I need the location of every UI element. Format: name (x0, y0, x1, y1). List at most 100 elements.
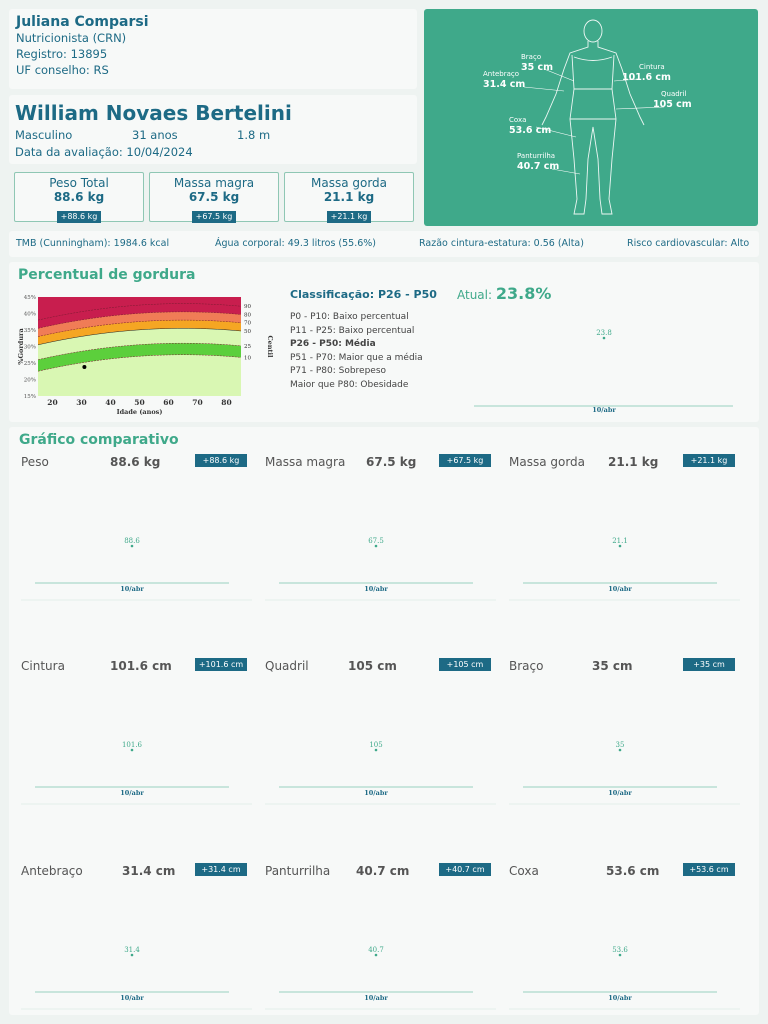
comparative-label: Cintura (21, 659, 65, 673)
comparative-chart: 105 10/abr (265, 741, 496, 805)
comparative-value: 67.5 kg (366, 455, 417, 469)
comparative-delta-badge: +101.6 cm (195, 658, 247, 671)
stat-fat-mass: Massa gorda 21.1 kg +21.1 kg (284, 172, 414, 223)
measure-thigh: Coxa 53.6 cm (509, 116, 551, 136)
comparative-point-label: 105 (369, 741, 382, 749)
comparative-date-label: 10/abr (608, 789, 632, 797)
comparative-card: Massa gorda 21.1 kg +21.1 kg 21.1 10/abr (506, 427, 743, 617)
fat-trend-chart: 23.8 10/abr (474, 329, 733, 414)
nutritionist-name: Juliana Comparsi (16, 14, 149, 30)
stat-weight: Peso Total 88.6 kg +88.6 kg (14, 172, 144, 223)
comparative-date-label: 10/abr (364, 585, 388, 593)
x-axis-label: Idade (anos) (117, 408, 163, 416)
measure-arm-value: 35 cm (521, 62, 554, 73)
fat-classification: Classificação: P26 - P50 (290, 288, 437, 301)
comparative-delta-badge: +105 cm (439, 658, 491, 671)
patient-card: William Novaes Bertelini Masculino 31 an… (9, 95, 417, 164)
x-tick-label: 60 (163, 398, 173, 407)
centile-tick: 80 (244, 312, 251, 318)
patient-age: 31 anos (132, 128, 178, 142)
y-tick-label: 20% (24, 378, 36, 384)
comparative-delta-badge: +31.4 cm (195, 863, 247, 876)
measure-forearm-label: Antebraço (483, 70, 520, 78)
centile-line (37, 328, 242, 346)
percentile-item: P71 - P80: Sobrepeso (290, 366, 387, 377)
centile-tick: 25 (244, 344, 251, 350)
comparative-card: Cintura 101.6 cm +101.6 cm 101.6 10/abr (18, 631, 255, 821)
centile-tick: 10 (244, 355, 251, 361)
centile-tick: 90 (244, 304, 251, 310)
measure-waist: Cintura 101.6 cm (622, 63, 671, 83)
centile-tick: 50 (244, 329, 251, 335)
measure-waist-value: 101.6 cm (622, 72, 671, 83)
percentile-item: P11 - P25: Baixo percentual (290, 325, 415, 336)
stat-weight-title: Peso Total (49, 176, 109, 190)
comparative-value: 35 cm (592, 659, 633, 673)
measure-hip-value: 105 cm (653, 99, 692, 110)
comparative-point (374, 544, 378, 548)
comparative-point (374, 748, 378, 752)
measure-hip: Quadril 105 cm (653, 90, 692, 110)
measure-thigh-label: Coxa (509, 116, 527, 124)
comparative-point-label: 40.7 (368, 946, 384, 954)
measure-calf: Panturrilha 40.7 cm (517, 152, 559, 172)
comparative-card: Quadril 105 cm +105 cm 105 10/abr (262, 631, 499, 821)
centile-line (37, 303, 242, 321)
y-tick-label: 45% (24, 295, 36, 301)
comparative-delta-badge: +53.6 cm (683, 863, 735, 876)
fat-current-value: 23.8% (495, 284, 552, 303)
nutritionist-card: Juliana Comparsi Nutricionista (CRN) Reg… (9, 9, 417, 89)
measure-thigh-value: 53.6 cm (509, 125, 552, 136)
body-figure (523, 19, 665, 215)
comparative-date-label: 10/abr (608, 585, 632, 593)
x-tick-label: 40 (105, 398, 115, 407)
centile-line (37, 342, 242, 360)
measure-calf-label: Panturrilha (517, 152, 556, 160)
comparative-point (130, 544, 134, 548)
nutritionist-registry: Registro: 13895 (16, 47, 108, 61)
comparative-card: Braço 35 cm +35 cm 35 10/abr (506, 631, 743, 821)
comparative-point (130, 748, 134, 752)
comparative-value: 31.4 cm (122, 864, 176, 878)
comparative-card: Antebraço 31.4 cm +31.4 cm 31.4 10/abr (18, 836, 255, 1024)
comparative-date-label: 10/abr (120, 994, 144, 1002)
comparative-value: 101.6 cm (110, 659, 172, 673)
body-measures-panel: Braço 35 cm Cintura 101.6 cm Antebraço 31.4… (424, 9, 758, 226)
comparative-date-label: 10/abr (364, 789, 388, 797)
comparative-label: Peso (21, 455, 49, 469)
comparative-chart: 101.6 10/abr (21, 741, 252, 805)
comparative-label: Braço (509, 659, 544, 673)
percentile-item: P26 - P50: Média (290, 339, 376, 350)
measure-forearm-value: 31.4 cm (483, 79, 526, 90)
comparative-label: Coxa (509, 864, 539, 878)
stat-weight-value: 88.6 kg (53, 190, 105, 204)
percentile-item: Maior que P80: Obesidade (290, 379, 409, 390)
comparative-delta-badge: +88.6 kg (195, 454, 247, 467)
comparative-point (130, 953, 134, 957)
comparative-value: 88.6 kg (110, 455, 161, 469)
comparative-chart: 35 10/abr (509, 741, 740, 805)
metric-risk: Risco cardiovascular: Alto (627, 238, 750, 249)
comparative-delta-badge: +67.5 kg (439, 454, 491, 467)
comparative-delta-badge: +35 cm (683, 658, 735, 671)
stat-lean-title: Massa magra (173, 176, 255, 190)
comparative-card: Massa magra 67.5 kg +67.5 kg 67.5 10/abr (262, 427, 499, 617)
stat-weight-delta: +88.6 kg (56, 211, 102, 223)
measure-hip-label: Quadril (661, 90, 687, 98)
metric-water: Água corporal: 49.3 litros (55.6%) (215, 238, 377, 249)
comparative-chart: 53.6 10/abr (509, 946, 740, 1010)
centile-line (37, 354, 242, 372)
patient-sex: Masculino (15, 128, 73, 142)
y-tick-label: 15% (24, 394, 36, 400)
comparative-chart: 40.7 10/abr (265, 946, 496, 1010)
comparative-card: Peso 88.6 kg +88.6 kg 88.6 10/abr (18, 427, 255, 617)
comparative-point-label: 101.6 (122, 741, 143, 749)
comparative-point-label: 31.4 (124, 946, 140, 954)
fat-current: Atual: 23.8% (457, 284, 551, 303)
comparative-value: 105 cm (348, 659, 397, 673)
measure-arm: Braço 35 cm (521, 53, 553, 73)
nutritionist-council: UF conselho: RS (16, 63, 109, 77)
comparative-chart: 67.5 10/abr (265, 537, 496, 601)
comparative-label: Antebraço (21, 864, 83, 878)
patient-height: 1.8 m (237, 128, 271, 142)
